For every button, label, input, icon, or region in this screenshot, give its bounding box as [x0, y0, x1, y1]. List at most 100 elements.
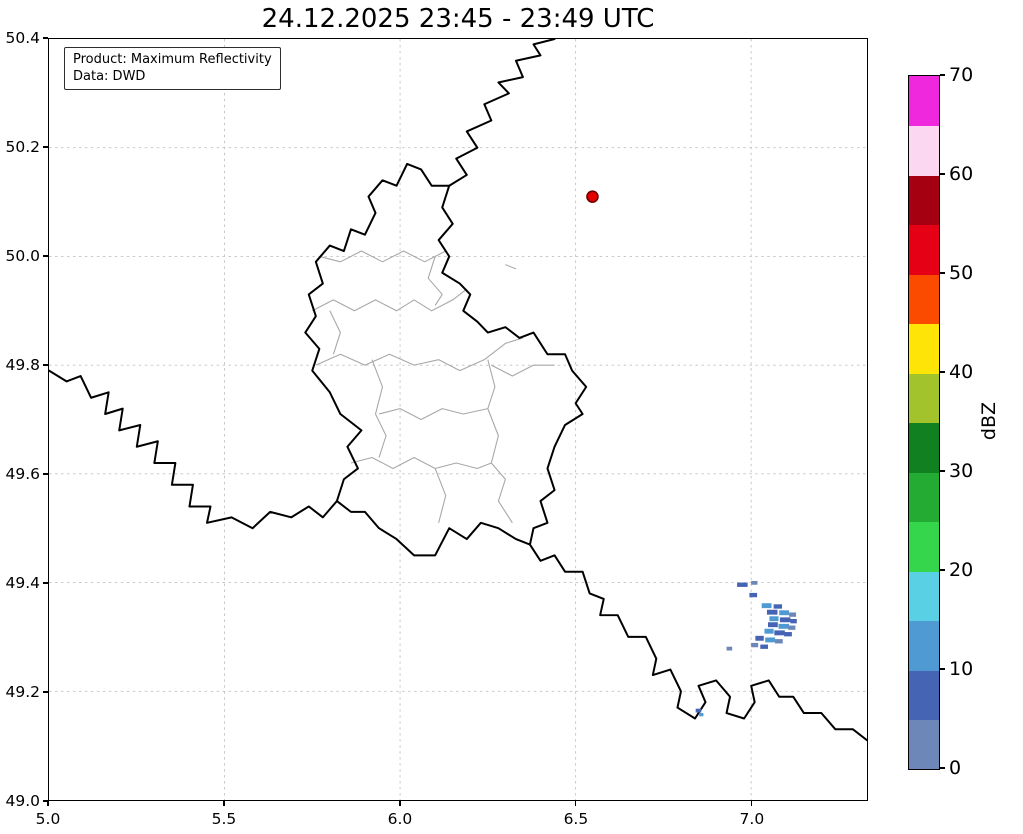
- country-border-path: [49, 369, 338, 530]
- colorbar-segment: [909, 175, 939, 226]
- x-tick-label: 5.5: [211, 810, 237, 828]
- colorbar-tick-mark: [940, 470, 946, 472]
- admin-border-path: [427, 256, 443, 306]
- y-tick-label: 49.8: [5, 356, 40, 374]
- colorbar-segment: [909, 224, 939, 275]
- radar-echo-pixel: [764, 628, 774, 634]
- colorbar-tick-mark: [940, 371, 946, 373]
- colorbar-tick-label: 50: [949, 262, 974, 284]
- country-border-path: [528, 543, 867, 742]
- colorbar-tick-label: 70: [949, 64, 974, 86]
- colorbar-tick-label: 60: [949, 163, 974, 185]
- admin-border-path: [491, 364, 555, 377]
- colorbar-segment: [909, 323, 939, 374]
- radar-echo-pixel: [778, 623, 790, 629]
- product-label: Product: Maximum Reflectivity: [73, 52, 272, 67]
- radar-echo-pixel: [790, 618, 797, 624]
- y-tick-mark: [43, 37, 48, 39]
- admin-border-path: [434, 468, 447, 523]
- colorbar-segment: [909, 521, 939, 572]
- radar-echo-pixel: [765, 637, 776, 643]
- x-tick-mark: [751, 801, 753, 806]
- y-tick-label: 49.2: [5, 683, 40, 701]
- admin-border-path: [490, 462, 513, 524]
- admin-border-path: [312, 288, 468, 312]
- y-tick-mark: [43, 691, 48, 693]
- radar-echo-pixel: [784, 632, 792, 637]
- colorbar-unit-label: dBZ: [978, 401, 1000, 441]
- x-tick-label: 6.5: [563, 810, 589, 828]
- x-tick-mark: [575, 801, 577, 806]
- country-border-path: [448, 39, 556, 187]
- y-tick-mark: [43, 582, 48, 584]
- y-tick-label: 49.0: [5, 792, 40, 810]
- map-plot-area: Product: Maximum Reflectivity Data: DWD: [48, 38, 868, 801]
- radar-site-marker: [586, 190, 599, 203]
- radar-echo-pixel: [760, 644, 768, 649]
- y-tick-label: 49.6: [5, 465, 40, 483]
- y-tick-mark: [43, 473, 48, 475]
- radar-echo-pixel: [774, 630, 785, 636]
- colorbar-segment: [909, 670, 939, 721]
- radar-echo-pixel: [755, 635, 764, 641]
- y-tick-label: 49.4: [5, 574, 40, 592]
- colorbar-segment: [909, 620, 939, 671]
- colorbar-tick-mark: [940, 173, 946, 175]
- admin-border-path: [315, 337, 524, 372]
- colorbar-tick-mark: [940, 272, 946, 274]
- colorbar-segment: [909, 571, 939, 622]
- map-canvas: [49, 39, 867, 800]
- y-tick-label: 50.2: [5, 138, 40, 156]
- colorbar-segment: [909, 125, 939, 176]
- radar-echo-pixel: [773, 604, 783, 609]
- radar-echo-pixel: [789, 612, 797, 617]
- colorbar-segment: [909, 373, 939, 424]
- x-tick-label: 6.0: [387, 810, 413, 828]
- colorbar-tick-mark: [940, 569, 946, 571]
- y-tick-mark: [43, 364, 48, 366]
- radar-echo-pixel: [766, 609, 778, 615]
- colorbar-segment: [909, 76, 939, 127]
- colorbar-tick-mark: [940, 74, 946, 76]
- radar-echo-pixel: [751, 580, 758, 585]
- colorbar-tick-mark: [940, 767, 946, 769]
- radar-echo-pixel: [775, 639, 783, 644]
- colorbar-tick-label: 20: [949, 559, 974, 581]
- admin-border-path: [487, 359, 499, 464]
- colorbar-gradient: [908, 75, 940, 770]
- colorbar-tick-label: 0: [949, 757, 962, 779]
- radar-echo-pixel: [767, 622, 778, 628]
- colorbar-tick-label: 30: [949, 460, 974, 482]
- admin-border-path: [378, 408, 488, 421]
- colorbar-tick-label: 40: [949, 361, 974, 383]
- country-border-path: [304, 162, 588, 557]
- radar-echo-pixel: [699, 713, 704, 717]
- y-tick-label: 50.4: [5, 29, 40, 47]
- colorbar-segment: [909, 472, 939, 523]
- product-info-box: Product: Maximum Reflectivity Data: DWD: [64, 47, 281, 91]
- x-tick-label: 7.0: [739, 810, 765, 828]
- y-tick-mark: [43, 146, 48, 148]
- radar-echo-pixel: [779, 610, 790, 616]
- radar-echo-pixel: [761, 603, 772, 609]
- plot-title: 24.12.2025 23:45 - 23:49 UTC: [261, 4, 655, 34]
- y-tick-mark: [43, 800, 48, 802]
- radar-echo-pixel: [751, 642, 759, 648]
- y-tick-label: 50.0: [5, 247, 40, 265]
- radar-echo-pixel: [726, 646, 733, 651]
- data-source-label: Data: DWD: [73, 69, 146, 85]
- x-tick-mark: [47, 801, 49, 806]
- admin-border-path: [371, 359, 387, 458]
- y-tick-mark: [43, 255, 48, 257]
- radar-echo-pixel: [779, 617, 791, 623]
- x-tick-mark: [399, 801, 401, 806]
- admin-border-path: [435, 462, 492, 470]
- colorbar-tick-label: 10: [949, 658, 974, 680]
- x-tick-label: 5.0: [35, 810, 61, 828]
- admin-border-path: [329, 310, 341, 355]
- radar-echo-pixel: [695, 708, 702, 713]
- colorbar-segment: [909, 422, 939, 473]
- radar-echo-pixel: [737, 582, 748, 587]
- admin-border-path: [350, 456, 436, 470]
